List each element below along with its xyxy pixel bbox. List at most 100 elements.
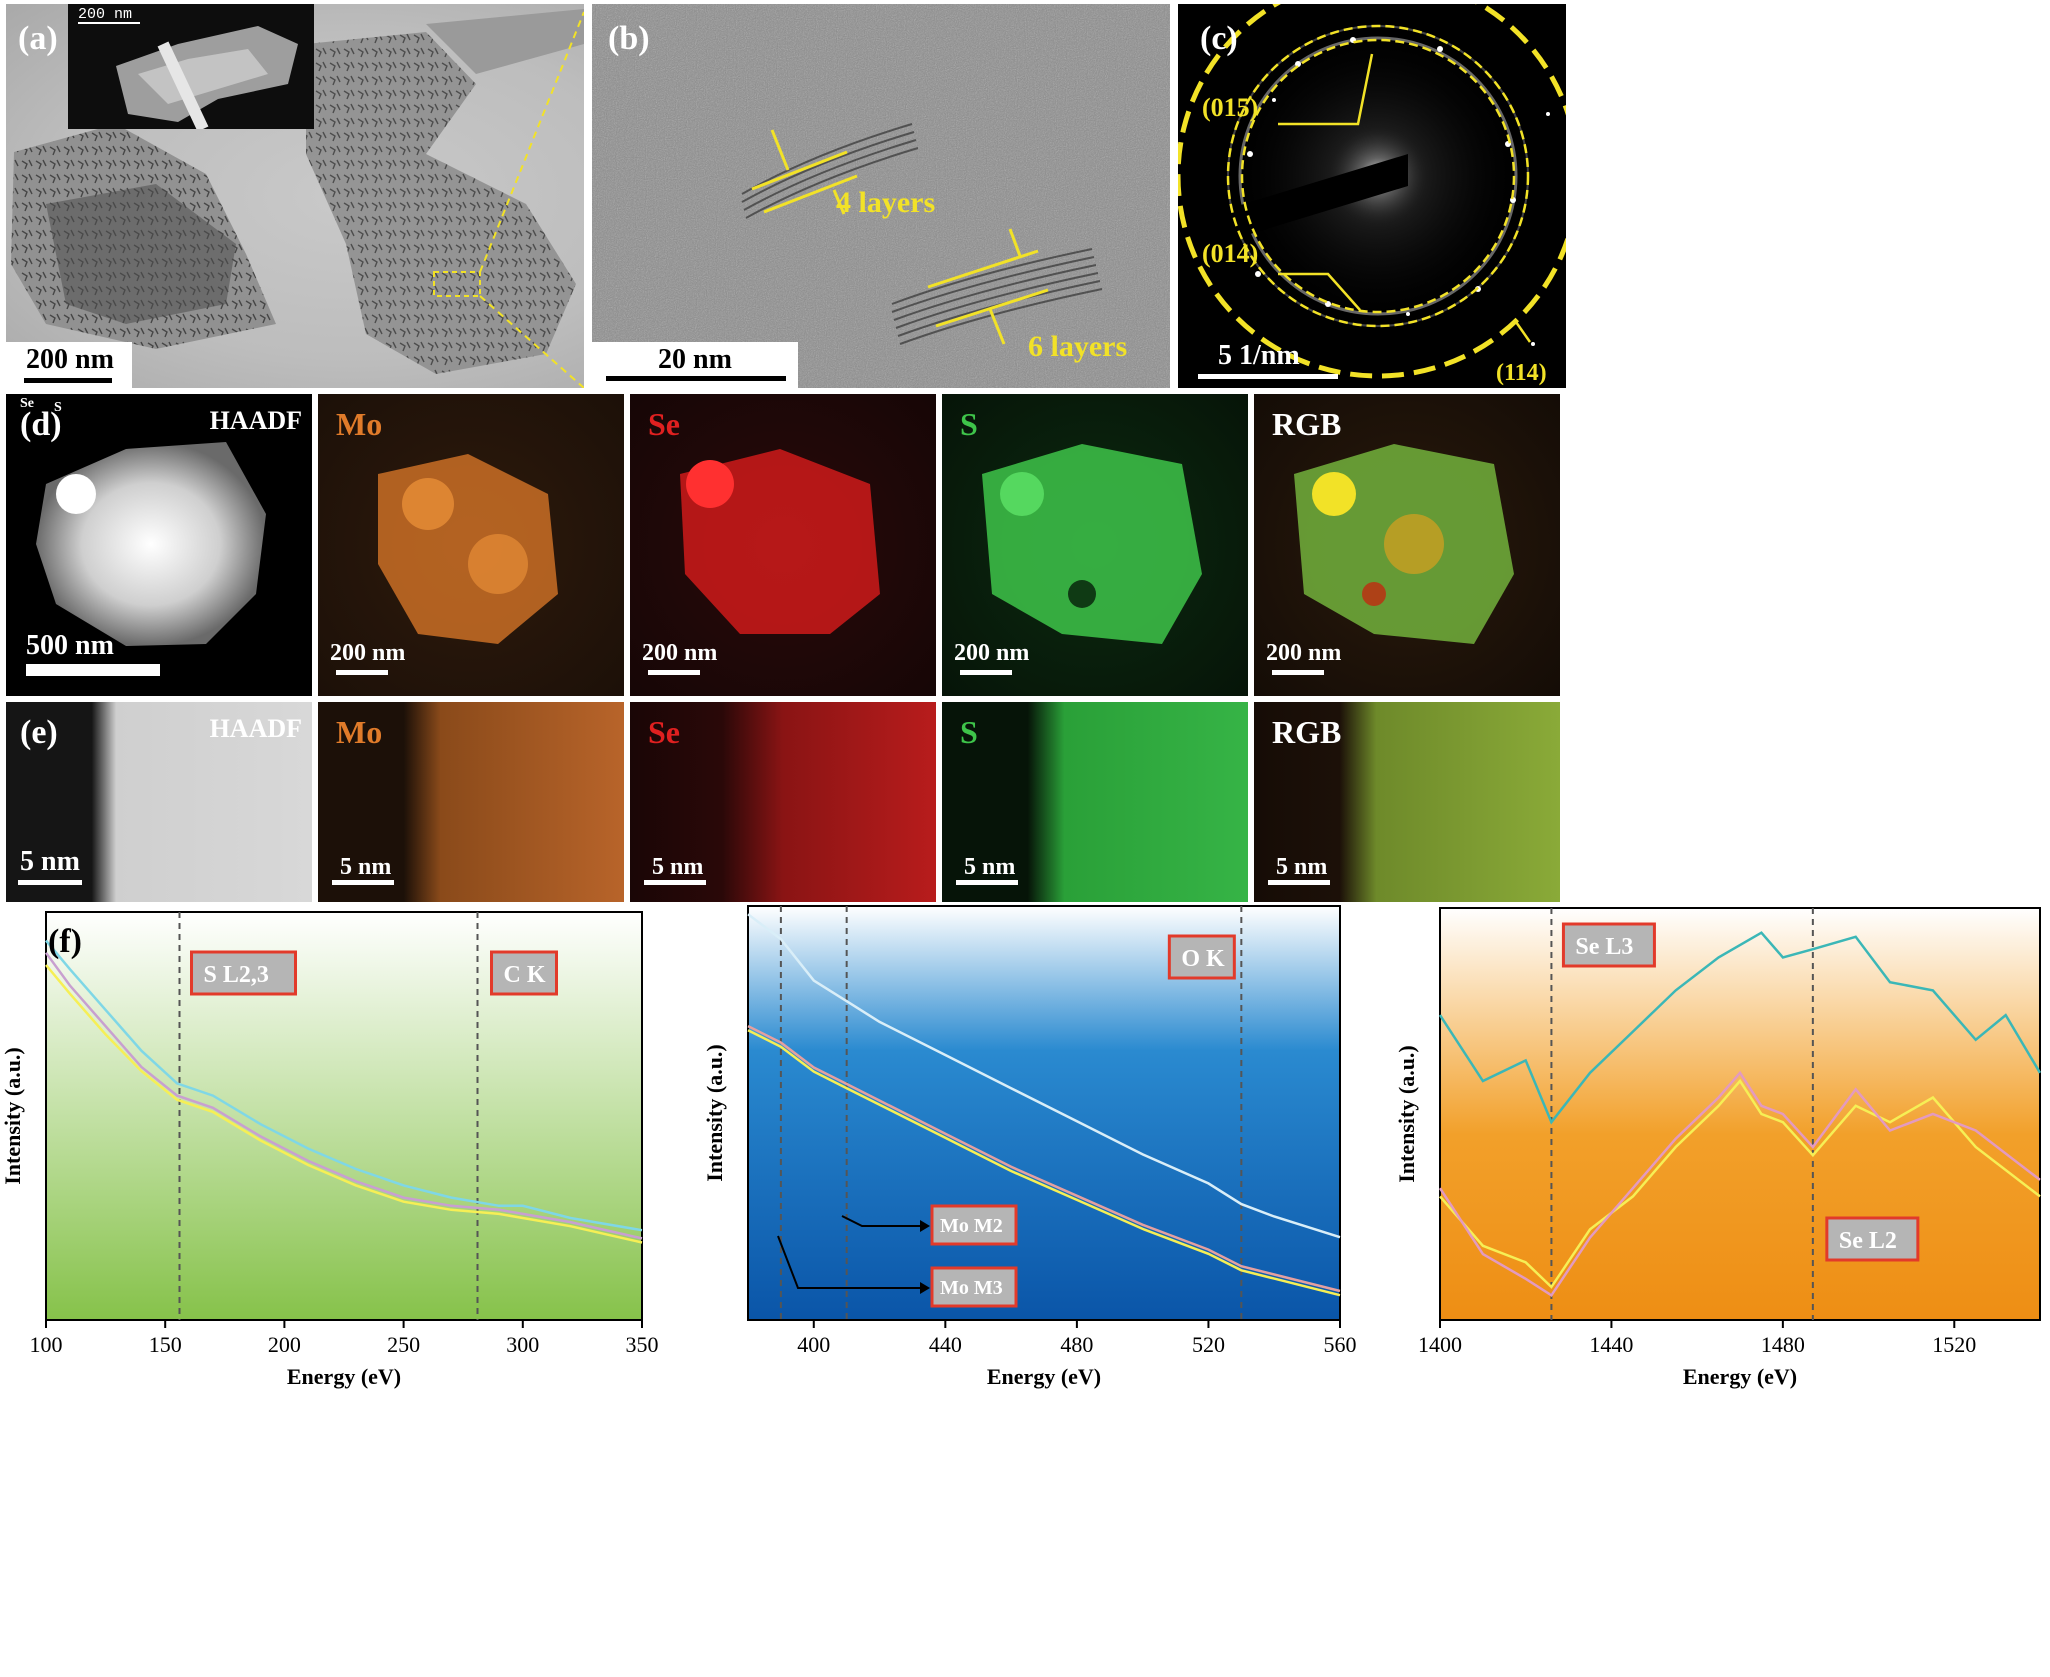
- x-tick-label: 520: [1192, 1332, 1225, 1357]
- e-haadf: (e) HAADF 5 nm: [6, 702, 312, 902]
- e-title-haadf: HAADF: [209, 714, 302, 743]
- x-tick-label: 560: [1324, 1332, 1357, 1357]
- x-axis-label: Energy (eV): [987, 1364, 1101, 1389]
- scale-bar-b: [606, 376, 786, 381]
- series-line-0: [747, 913, 1341, 1239]
- e-scale-text-mo: 5 nm: [340, 854, 392, 880]
- panel-label-b: (b): [608, 20, 650, 57]
- layers-label-b: 6 layers: [1028, 330, 1127, 363]
- e-scale-text-s: 5 nm: [964, 854, 1016, 880]
- scale-text-b: 20 nm: [658, 344, 732, 375]
- d-title-se: Se: [648, 406, 680, 442]
- x-tick-label: 150: [149, 1332, 182, 1357]
- eels-chart-1: 400 440 480 520 560 O K Mo M2 Mo M3 Energy (eV) I…: [702, 905, 1357, 1389]
- x-tick-label: 1400: [1418, 1332, 1462, 1357]
- y-axis-label: Intensity (a.u.): [702, 1044, 727, 1182]
- x-axis-label: Energy (eV): [287, 1364, 401, 1389]
- plot-area: [747, 905, 1341, 1321]
- edge-label: Se L2: [1839, 1228, 1897, 1254]
- ring-label-114: (114): [1496, 360, 1547, 386]
- scale-bar-c: [1198, 374, 1338, 379]
- e-title-se: Se: [648, 714, 680, 750]
- e-title-mo: Mo: [336, 714, 383, 750]
- edge-label-box: O K: [1167, 934, 1236, 980]
- edge-label: C K: [504, 962, 546, 988]
- edge-label-box: Se L2: [1825, 1216, 1920, 1262]
- x-tick-label: 350: [626, 1332, 659, 1357]
- saed-panel-c: (015) (014) (114) (c) 5 1/nm: [1178, 4, 1566, 388]
- x-tick-label: 1520: [1932, 1332, 1976, 1357]
- d-mo: Mo 200 nm: [318, 394, 624, 696]
- x-tick-label: 440: [929, 1332, 962, 1357]
- e-scale-bar-rgb: [1268, 880, 1330, 885]
- panel-label-c: (c): [1200, 20, 1238, 57]
- y-axis-label: Intensity (a.u.): [0, 1047, 25, 1185]
- d-title-rgb: RGB: [1272, 406, 1342, 442]
- e-title-s: S: [960, 714, 978, 750]
- x-axis-label: Energy (eV): [1683, 1364, 1797, 1389]
- tem-image-a: [11, 9, 584, 388]
- d-scale-bar-rgb: [1272, 670, 1324, 675]
- inset-image: 200 nm: [68, 4, 314, 132]
- e-s: S 5 nm: [942, 702, 1248, 902]
- annotation-box: Mo M3: [930, 1266, 1018, 1308]
- d-scale-bar-haadf: [26, 664, 160, 676]
- layers-label-a: 4 layers: [836, 186, 935, 219]
- e-se: Se 5 nm: [630, 702, 936, 902]
- eels-charts: 100 150 200 250 300 350 S L2,3 C K Energy (eV) In…: [0, 905, 2042, 1389]
- d-scale-text-mo: 200 nm: [330, 640, 406, 666]
- series-line-2: [747, 1024, 1341, 1293]
- panel-label-d: (d): [20, 406, 62, 443]
- e-scale-bar-mo: [332, 880, 394, 885]
- d-title-mo: Mo: [336, 406, 383, 442]
- d-scale-text-se: 200 nm: [642, 640, 718, 666]
- saed-pattern-c: (015) (014) (114): [1178, 4, 1566, 386]
- panel-label-f: (f): [48, 923, 82, 960]
- scale-text-c: 5 1/nm: [1218, 340, 1300, 371]
- e-mo: Mo 5 nm: [318, 702, 624, 902]
- series-line-0: [1438, 931, 2042, 1125]
- ring-label-015: (015): [1202, 93, 1258, 122]
- series-line-1: [44, 952, 643, 1240]
- plot-area: [1439, 907, 2041, 1321]
- corner-se: Se: [20, 396, 34, 411]
- e-scale-bar-se: [644, 880, 706, 885]
- d-scale-text-s: 200 nm: [954, 640, 1030, 666]
- x-tick-label: 200: [268, 1332, 301, 1357]
- d-scale-text-rgb: 200 nm: [1266, 640, 1342, 666]
- d-s: S 200 nm: [942, 394, 1248, 696]
- hrtem-panel-b: 4 layers 6 layers (b) 20 nm: [592, 4, 1170, 388]
- d-rgb: RGB 200 nm: [1254, 394, 1560, 696]
- d-title-s: S: [960, 406, 978, 442]
- series-line-0: [45, 939, 643, 1232]
- annotation-arrow: [777, 1235, 920, 1289]
- d-title-haadf: HAADF: [209, 406, 302, 435]
- edge-label-box: S L2,3: [190, 950, 298, 996]
- d-scale-bar-se: [648, 670, 700, 675]
- tem-panel-a: 200 nm (a) 200 nm: [6, 4, 584, 388]
- e-scale-text-haadf: 5 nm: [20, 846, 80, 877]
- edge-label: O K: [1181, 946, 1225, 972]
- scale-box-b: 20 nm: [592, 342, 798, 388]
- corner-s: S: [54, 400, 62, 415]
- x-tick-label: 400: [797, 1332, 830, 1357]
- d-se: Se 200 nm: [630, 394, 936, 696]
- annotation-arrow: [841, 1215, 920, 1227]
- e-rgb: RGB 5 nm: [1254, 702, 1560, 902]
- x-tick-label: 100: [30, 1332, 63, 1357]
- scale-bar-a: [24, 378, 112, 383]
- d-scale-text-haadf: 500 nm: [26, 630, 114, 661]
- series-line-1: [747, 1029, 1341, 1297]
- hrtem-image-b: 4 layers 6 layers: [592, 4, 1170, 388]
- scale-box-a: 200 nm: [6, 342, 132, 388]
- series-line-2: [1438, 1070, 2041, 1298]
- x-tick-label: 300: [506, 1332, 539, 1357]
- x-tick-label: 1440: [1589, 1332, 1633, 1357]
- scale-text-a: 200 nm: [26, 344, 114, 375]
- annotation-label: Mo M3: [940, 1277, 1003, 1299]
- x-tick-label: 480: [1060, 1332, 1093, 1357]
- e-title-rgb: RGB: [1272, 714, 1342, 750]
- edge-label: Se L3: [1575, 934, 1633, 960]
- d-scale-bar-mo: [336, 670, 388, 675]
- panel-label-a: (a): [18, 20, 58, 57]
